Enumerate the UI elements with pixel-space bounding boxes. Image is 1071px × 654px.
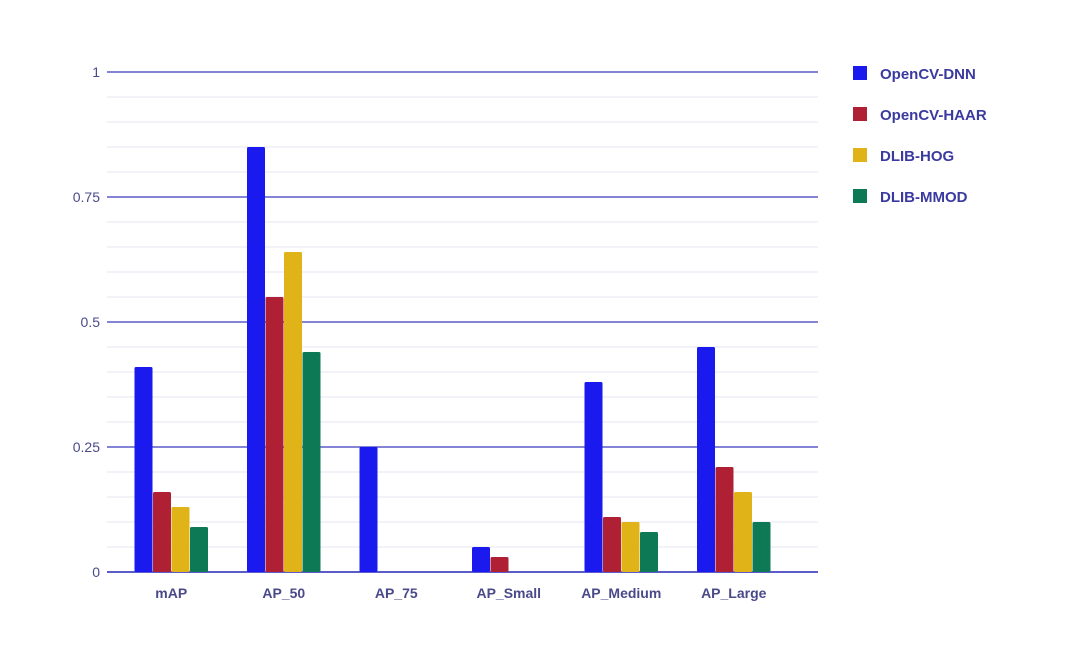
bars [134, 147, 771, 572]
bar-dlib-hog-ap_50 [284, 252, 302, 572]
bar-dlib-hog-ap_large [734, 492, 752, 572]
bar-opencv-haar-ap_50 [265, 297, 284, 572]
bar-opencv-dnn-ap_medium [584, 382, 603, 572]
bar-opencv-haar-ap_small [490, 557, 509, 572]
bar-opencv-dnn-ap_50 [247, 147, 265, 572]
y-tick-label: 0 [92, 564, 100, 580]
x-category-label: AP_Small [476, 585, 541, 601]
x-axis-categories: mAP AP_50 AP_75 AP_Small AP_Medium AP_Large [155, 585, 766, 601]
bar-opencv-dnn-ap_small [472, 547, 490, 572]
x-category-label: AP_Large [701, 585, 767, 601]
bar-dlib-hog-map [171, 507, 190, 572]
y-tick-label: 0.25 [73, 439, 100, 455]
x-category-label: AP_50 [262, 585, 305, 601]
legend-swatch [853, 148, 867, 162]
legend: OpenCV-DNN OpenCV-HAAR DLIB-HOG DLIB-MMOD [853, 66, 987, 206]
bar-opencv-dnn-map [134, 367, 153, 572]
legend-label: OpenCV-DNN [880, 66, 976, 83]
bar-dlib-hog-ap_medium [621, 522, 640, 572]
y-tick-label: 1 [92, 64, 100, 80]
legend-label: DLIB-MMOD [880, 189, 968, 206]
bar-opencv-haar-ap_large [715, 467, 734, 572]
legend-swatch [853, 66, 867, 80]
legend-swatch [853, 189, 867, 203]
x-category-label: mAP [155, 585, 187, 601]
legend-label: DLIB-HOG [880, 148, 954, 165]
x-category-label: AP_Medium [581, 585, 661, 601]
bar-opencv-dnn-ap_large [697, 347, 715, 572]
bar-dlib-mmod-ap_large [752, 522, 771, 572]
gridlines [107, 71, 818, 573]
legend-swatch [853, 107, 867, 121]
y-axis-ticks: 0 0.25 0.5 0.75 1 [73, 64, 100, 580]
y-tick-label: 0.5 [81, 314, 101, 330]
y-tick-label: 0.75 [73, 189, 100, 205]
bar-opencv-dnn-ap_75 [359, 447, 378, 572]
bar-dlib-mmod-ap_50 [302, 352, 321, 572]
bar-opencv-haar-map [153, 492, 171, 572]
bar-dlib-mmod-map [190, 527, 208, 572]
legend-label: OpenCV-HAAR [880, 107, 987, 124]
x-category-label: AP_75 [375, 585, 418, 601]
bar-opencv-haar-ap_medium [603, 517, 621, 572]
bar-dlib-mmod-ap_medium [640, 532, 658, 572]
